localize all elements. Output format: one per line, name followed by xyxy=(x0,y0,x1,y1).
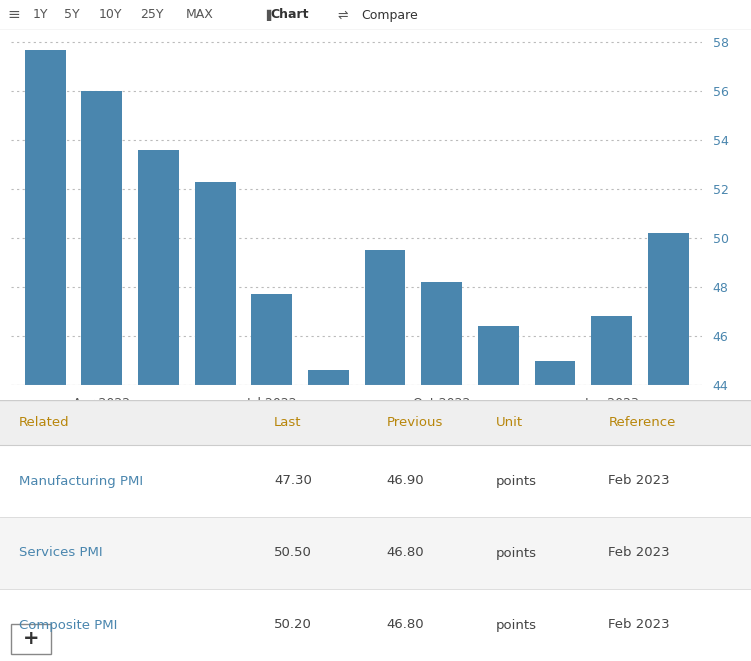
Text: 1Y: 1Y xyxy=(32,9,48,22)
Bar xyxy=(138,150,179,661)
Text: Compare: Compare xyxy=(362,9,418,22)
Bar xyxy=(365,251,406,661)
Text: Previous: Previous xyxy=(387,416,443,429)
Bar xyxy=(591,317,632,661)
Text: Feb 2023: Feb 2023 xyxy=(608,619,670,631)
Text: 47.30: 47.30 xyxy=(274,475,312,488)
Text: 10Y: 10Y xyxy=(98,9,122,22)
Bar xyxy=(308,370,348,661)
Bar xyxy=(82,91,122,661)
Text: Reference: Reference xyxy=(608,416,676,429)
Text: points: points xyxy=(496,547,537,559)
Bar xyxy=(195,182,236,661)
Bar xyxy=(421,282,462,661)
Bar xyxy=(478,327,519,661)
Bar xyxy=(25,50,65,661)
Bar xyxy=(0,400,751,445)
Text: Manufacturing PMI: Manufacturing PMI xyxy=(19,475,143,488)
Bar xyxy=(252,294,292,661)
Text: Unit: Unit xyxy=(496,416,523,429)
Text: Feb 2023: Feb 2023 xyxy=(608,547,670,559)
Text: 50.20: 50.20 xyxy=(274,619,312,631)
Bar xyxy=(648,233,689,661)
Text: 46.90: 46.90 xyxy=(387,475,424,488)
Bar xyxy=(0,445,751,517)
Text: points: points xyxy=(496,619,537,631)
Text: Related: Related xyxy=(19,416,69,429)
Text: Feb 2023: Feb 2023 xyxy=(608,475,670,488)
Text: ▌: ▌ xyxy=(266,9,274,20)
Text: +: + xyxy=(23,629,39,648)
Text: 5Y: 5Y xyxy=(64,9,80,22)
Text: Services PMI: Services PMI xyxy=(19,547,102,559)
Text: 25Y: 25Y xyxy=(140,9,164,22)
Text: 46.80: 46.80 xyxy=(387,547,424,559)
Text: points: points xyxy=(496,475,537,488)
Text: 46.80: 46.80 xyxy=(387,619,424,631)
Text: Last: Last xyxy=(274,416,302,429)
Text: Chart: Chart xyxy=(271,9,309,22)
Text: 50.50: 50.50 xyxy=(274,547,312,559)
FancyBboxPatch shape xyxy=(11,624,51,654)
Bar xyxy=(535,360,575,661)
Text: Composite PMI: Composite PMI xyxy=(19,619,117,631)
Bar xyxy=(0,517,751,589)
Text: MAX: MAX xyxy=(186,9,214,22)
Text: ≡: ≡ xyxy=(8,7,20,22)
Text: ⇌: ⇌ xyxy=(338,9,348,22)
Bar xyxy=(0,589,751,661)
